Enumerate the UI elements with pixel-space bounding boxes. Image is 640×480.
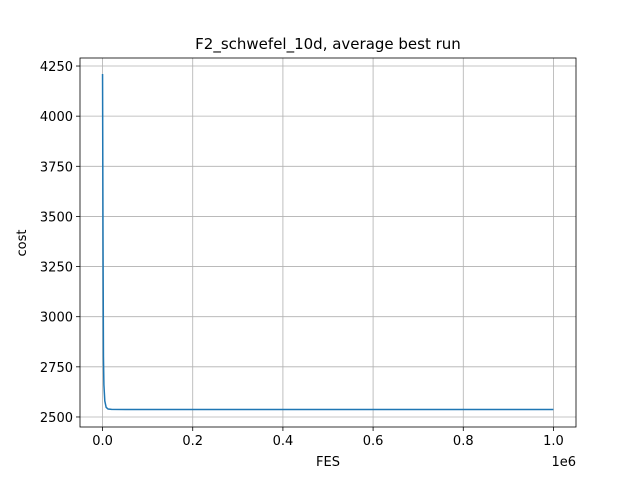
chart-title: F2_schwefel_10d, average best run bbox=[195, 35, 461, 54]
axis-ticks: 0.0 0.2 0.4 0.6 0.8 1.0 2500 2750 3000 3250 3500 37… bbox=[40, 60, 564, 449]
y-tick-label: 3500 bbox=[40, 210, 73, 225]
x-axis-offset-text: 1e6 bbox=[551, 455, 576, 470]
series-lines bbox=[101, 74, 554, 411]
series-line bbox=[101, 74, 554, 411]
y-axis-label: cost bbox=[15, 230, 30, 257]
x-tick-label: 0.2 bbox=[182, 434, 203, 449]
grid-lines bbox=[80, 58, 576, 427]
x-tick-label: 0.8 bbox=[453, 434, 474, 449]
x-tick-label: 0.0 bbox=[92, 434, 113, 449]
y-tick-label: 2500 bbox=[40, 411, 73, 426]
x-tick-label: 0.4 bbox=[273, 434, 294, 449]
plot-area-frame bbox=[79, 57, 577, 428]
y-tick-label: 3250 bbox=[40, 261, 73, 276]
y-tick-label: 3750 bbox=[40, 160, 73, 175]
y-tick-label: 3000 bbox=[40, 311, 73, 326]
y-tick-label: 2750 bbox=[40, 361, 73, 376]
x-tick-label: 0.6 bbox=[363, 434, 384, 449]
x-axis-label: FES bbox=[316, 455, 340, 470]
y-tick-label: 4000 bbox=[40, 110, 73, 125]
y-tick-label: 4250 bbox=[40, 60, 73, 75]
x-tick-label: 1.0 bbox=[543, 434, 564, 449]
